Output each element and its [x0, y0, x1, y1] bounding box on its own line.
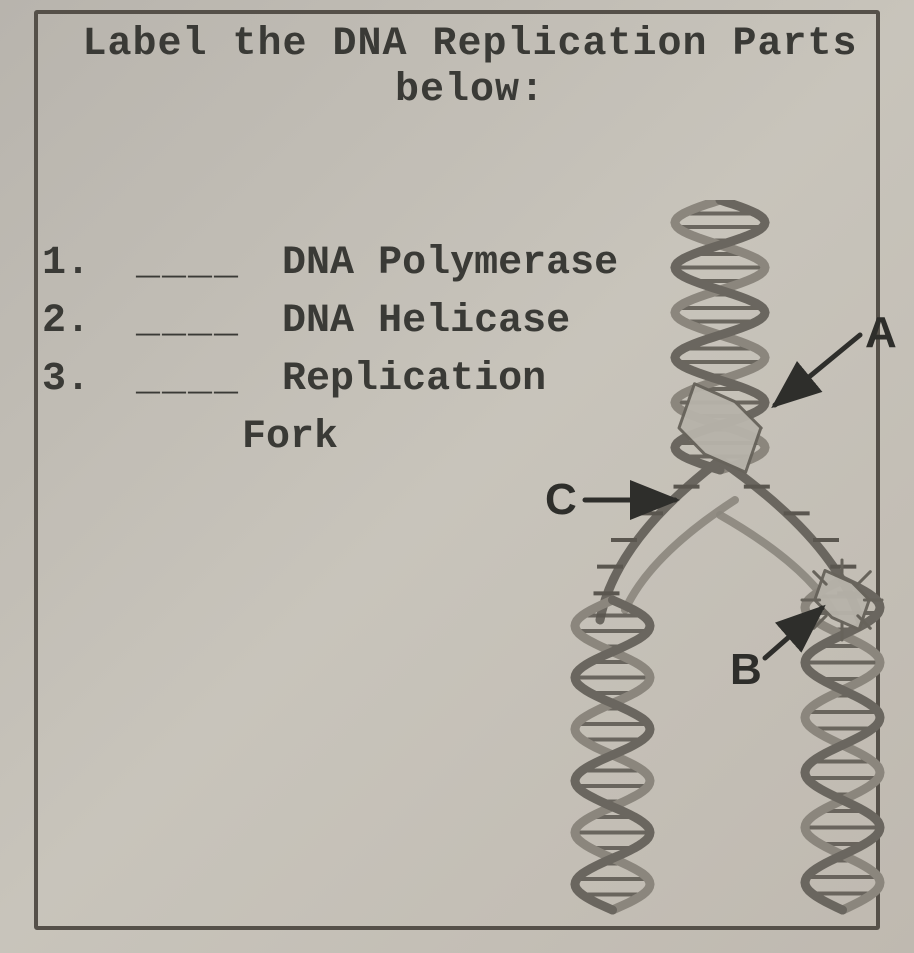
diagram-label-b: B: [730, 645, 762, 695]
list-number: 2.: [42, 293, 112, 351]
answer-blank[interactable]: ____: [136, 351, 240, 409]
page-title: Label the DNA Replication Parts below:: [60, 22, 880, 114]
term-label: Replication: [282, 351, 546, 409]
worksheet-page: Label the DNA Replication Parts below: 1…: [0, 0, 914, 953]
answer-list: 1. ____ DNA Polymerase 2. ____ DNA Helic…: [42, 235, 618, 467]
list-number: 3.: [42, 351, 112, 409]
term-label: DNA Helicase: [282, 293, 570, 351]
list-item: 1. ____ DNA Polymerase: [42, 235, 618, 293]
diagram-label-a: A: [865, 308, 897, 358]
answer-blank[interactable]: ____: [136, 293, 240, 351]
answer-blank[interactable]: ____: [136, 235, 240, 293]
term-label-cont: Fork: [242, 409, 338, 467]
list-item: Fork: [42, 409, 618, 467]
title-line-1: Label the DNA Replication Parts: [82, 22, 857, 67]
diagram-label-c: C: [545, 475, 577, 525]
list-item: 3. ____ Replication: [42, 351, 618, 409]
dna-svg: [560, 200, 900, 920]
title-line-2: below:: [60, 68, 880, 114]
list-number: 1.: [42, 235, 112, 293]
list-item: 2. ____ DNA Helicase: [42, 293, 618, 351]
dna-diagram: A B C: [560, 200, 900, 920]
